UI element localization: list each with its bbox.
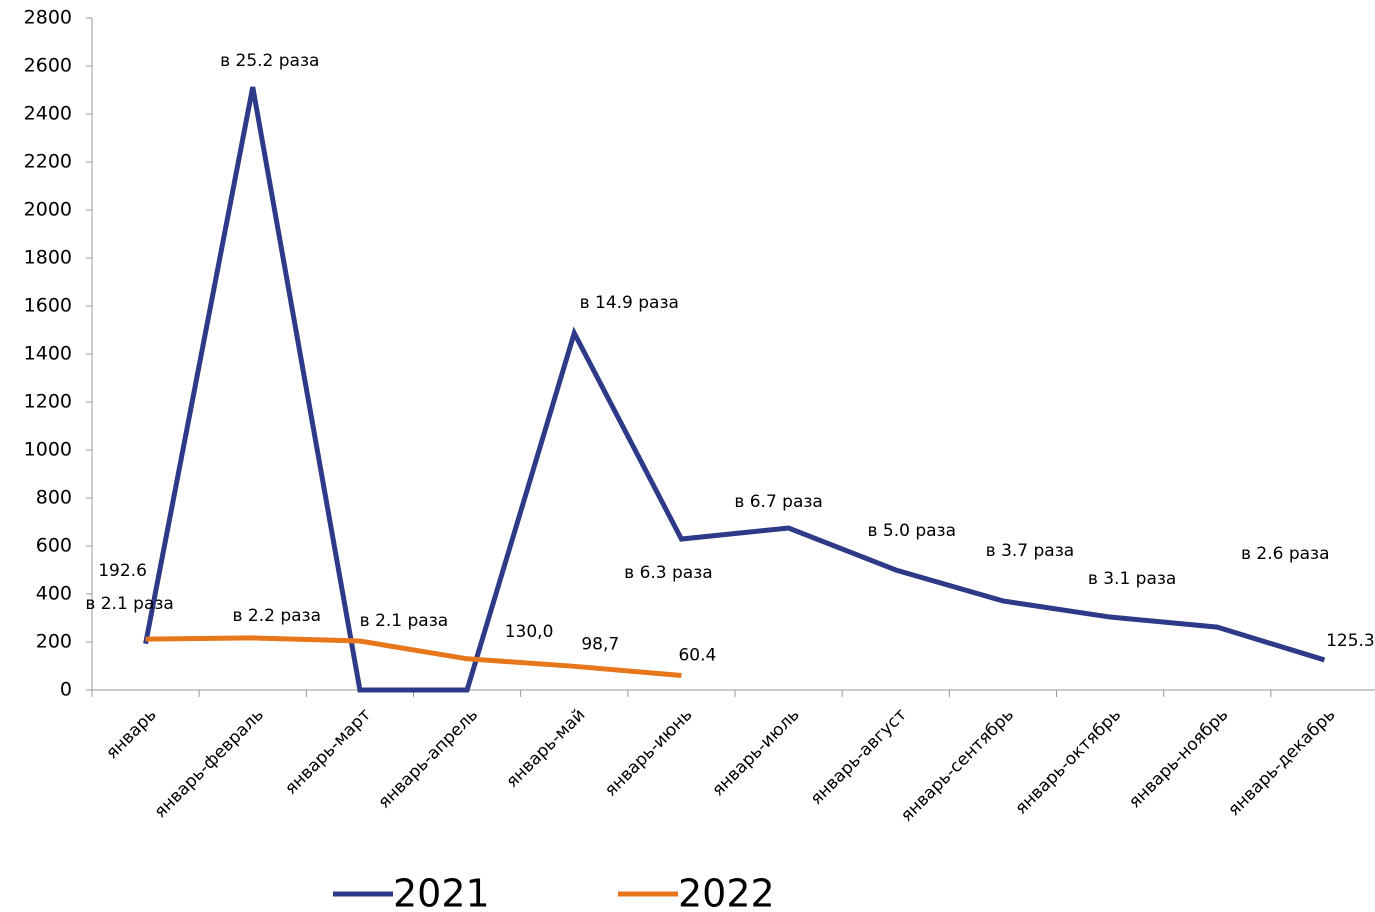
x-tick-label: январь-октябрь: [1011, 705, 1125, 819]
data-label: в 2.2 раза: [232, 606, 321, 626]
series-line: [143, 86, 1326, 693]
x-tick-label: январь-май: [502, 705, 589, 792]
data-label: в 6.3 раза: [624, 563, 713, 583]
x-tick-label: январь-апрель: [374, 705, 482, 813]
data-label: в 2.1 раза: [360, 611, 449, 631]
y-tick-label: 1200: [24, 391, 72, 413]
x-tick-label: январь-ноябрь: [1125, 705, 1232, 812]
data-label: в 3.7 раза: [986, 541, 1075, 561]
y-tick-label: 1400: [24, 343, 72, 365]
y-tick-label: 1600: [24, 295, 72, 317]
y-tick-label: 2800: [24, 7, 72, 29]
data-label: 98,7: [581, 634, 619, 654]
x-tick-label: январь-сентябрь: [897, 705, 1018, 826]
data-label: 60.4: [678, 646, 716, 666]
data-label: в 6.7 раза: [734, 492, 823, 512]
x-tick-label: январь-июнь: [601, 705, 697, 801]
y-tick-label: 2600: [24, 55, 72, 77]
x-tick-label: январь: [102, 705, 160, 763]
x-tick-label: январь-декабрь: [1224, 705, 1339, 820]
y-tick-label: 2400: [24, 103, 72, 125]
legend-label: 2022: [678, 872, 775, 912]
data-label: в 5.0 раза: [867, 521, 956, 541]
data-label: в 2.6 раза: [1241, 544, 1330, 564]
legend-label: 2021: [393, 872, 490, 912]
x-tick-label: январь-февраль: [151, 705, 268, 822]
series-line: [145, 635, 682, 678]
data-label: 125.3: [1326, 631, 1375, 651]
data-label: в 3.1 раза: [1088, 569, 1177, 589]
x-tick-label: январь-март: [281, 705, 375, 799]
data-label: 192.6: [98, 561, 147, 581]
y-tick-label: 200: [36, 631, 72, 653]
x-tick-label: январь-июль: [708, 705, 803, 800]
y-tick-label: 800: [36, 487, 72, 509]
data-label: в 25.2 раза: [220, 51, 319, 71]
data-label: в 14.9 раза: [580, 293, 679, 313]
data-label: в 2.1 раза: [85, 594, 174, 614]
x-tick-label: январь-август: [807, 705, 911, 809]
y-tick-label: 600: [36, 535, 72, 557]
data-label: 130,0: [505, 622, 554, 642]
y-tick-label: 0: [60, 679, 72, 701]
y-tick-label: 400: [36, 583, 72, 605]
y-tick-label: 2000: [24, 199, 72, 221]
y-tick-label: 1800: [24, 247, 72, 269]
y-tick-label: 2200: [24, 151, 72, 173]
y-tick-label: 1000: [24, 439, 72, 461]
